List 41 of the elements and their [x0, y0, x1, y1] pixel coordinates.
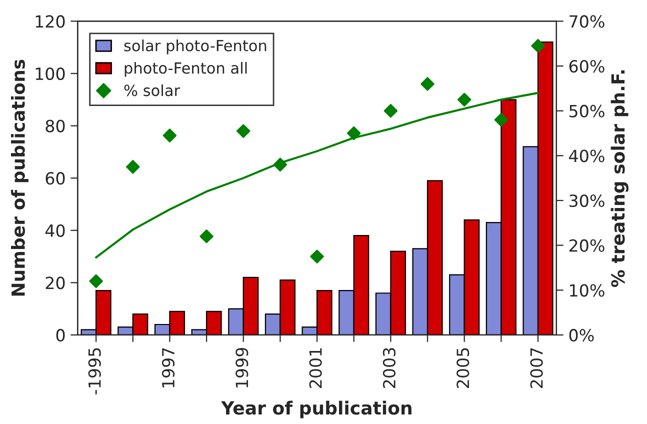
legend-label: photo-Fenton all: [124, 62, 247, 77]
x-tick-label: 2001: [309, 348, 322, 388]
x-tick-label: 2007: [530, 348, 543, 388]
y2-tick-label: 30%: [569, 194, 604, 208]
y-tick-label: 60: [46, 172, 65, 185]
y-tick-label: 80: [46, 120, 65, 132]
point: [310, 250, 324, 264]
point: [200, 229, 214, 244]
point: [162, 128, 177, 142]
y2-tick-label: 60%: [569, 60, 604, 73]
y2-tick-label: 10%: [570, 284, 604, 297]
point: [494, 112, 508, 127]
point: [346, 126, 361, 140]
x-tick-label: 2003: [382, 348, 396, 388]
x-axis-title: Year of publication: [221, 400, 412, 418]
y-tick-label: 20: [46, 276, 65, 290]
point: [273, 158, 288, 172]
point: [384, 104, 398, 118]
y-tick-label: 0: [56, 328, 65, 342]
y2-axis-title: % treating solar ph.F.: [610, 70, 628, 288]
point: [420, 77, 434, 91]
x-tick-label: -1995: [88, 348, 101, 394]
y-tick-label: 100: [36, 67, 65, 80]
y-tick-label: 120: [36, 15, 65, 28]
x-tick-label: 1997: [162, 348, 175, 388]
y-axis-title: Number of publications: [10, 60, 28, 296]
y2-tick-label: 70%: [570, 15, 604, 28]
point: [236, 124, 250, 138]
legend-label: solar photo-Fenton: [124, 40, 266, 54]
y2-tick-label: 0%: [569, 328, 594, 342]
point: [126, 160, 140, 174]
y2-tick-label: 40%: [569, 150, 604, 162]
point: [89, 274, 103, 288]
point: [457, 92, 472, 107]
point: [531, 38, 545, 53]
y2-tick-label: 20%: [569, 239, 604, 252]
x-tick-label: 2005: [456, 348, 470, 388]
legend-label: % solar: [124, 84, 180, 96]
x-tick-label: 1999: [236, 348, 248, 388]
y2-tick-label: 50%: [570, 104, 604, 118]
y-tick-label: 40: [45, 224, 65, 237]
